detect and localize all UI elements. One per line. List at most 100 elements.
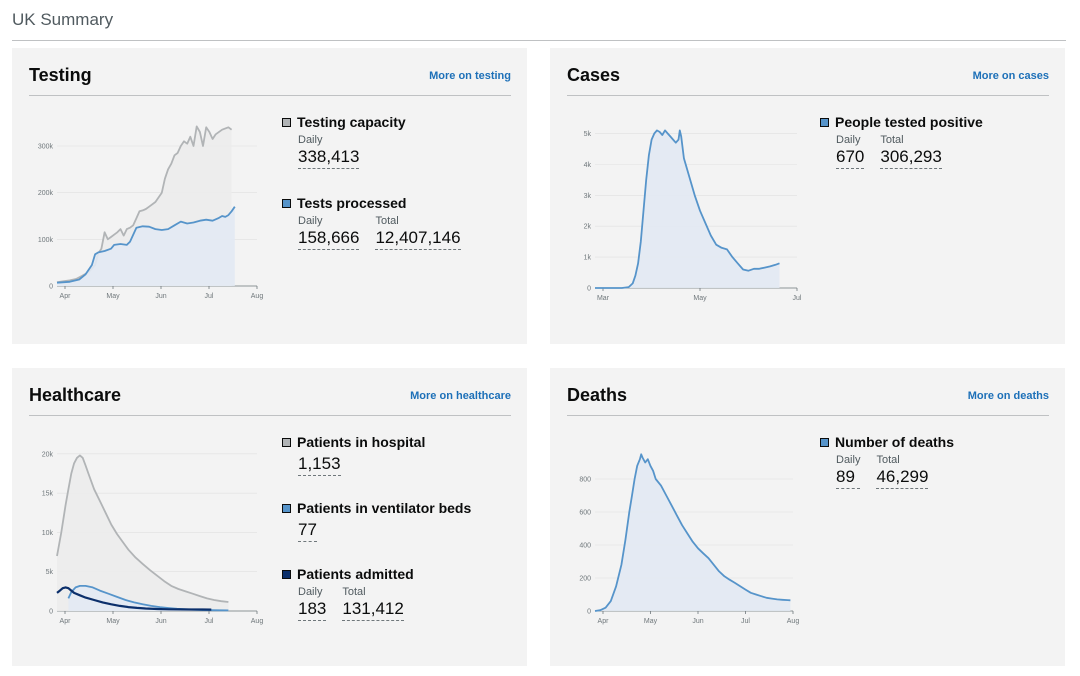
healthcare-chart: 0 5k 10k 15k 20k Apr May Jun Jul Aug	[42, 451, 264, 625]
value-label: Daily	[298, 134, 323, 146]
y-tick-label: 5k	[584, 131, 592, 138]
series-area-blue	[57, 206, 235, 286]
metric-name: Patients in ventilator beds	[297, 500, 472, 516]
y-tick-label: 3k	[584, 193, 592, 200]
x-tick-label: Aug	[787, 618, 800, 625]
value-number[interactable]: 670	[836, 147, 865, 169]
value-number[interactable]: 338,413	[298, 147, 360, 169]
series-area-blue	[595, 454, 791, 611]
x-tick-label: May	[644, 618, 658, 625]
metric-testing-capacity: Testing capacity Daily 338,413	[282, 114, 406, 169]
more-on-cases-link[interactable]: More on cases	[972, 70, 1049, 82]
page-title: UK Summary	[12, 10, 114, 29]
value-label: Daily	[298, 215, 323, 227]
y-tick-label: 0	[587, 286, 591, 293]
x-tick-label: Jul	[205, 618, 214, 625]
card-title: Cases	[567, 65, 621, 85]
y-tick-label: 2k	[584, 224, 592, 231]
deaths-chart: 0 200 400 600 800 Apr May Jun Jul Aug	[579, 453, 800, 625]
card-divider	[567, 415, 1049, 416]
legend-swatch-grey	[282, 437, 291, 447]
value-label: Total	[375, 215, 399, 227]
metric-name: People tested positive	[835, 114, 983, 130]
series-line-navy	[56, 586, 212, 611]
cases-card: Cases More on cases 0 1k 2k 3k 4k 5k Mar May Jul…	[550, 48, 1065, 344]
y-tick-label: 200	[579, 576, 591, 583]
metric-tests-processed: Tests processed Daily 158,666 Total 12,407…	[282, 195, 461, 250]
metric-name: Patients admitted	[297, 566, 414, 582]
value-number[interactable]: 158,666	[298, 228, 360, 250]
series-line-grey	[56, 125, 233, 284]
y-tick-label: 20k	[42, 451, 54, 458]
value-number[interactable]: 306,293	[880, 147, 942, 169]
value-number[interactable]: 12,407,146	[375, 228, 461, 250]
series-line-blue	[594, 453, 791, 612]
y-tick-label: 300k	[38, 144, 54, 151]
metric-name: Testing capacity	[297, 114, 406, 130]
y-tick-label: 200k	[38, 190, 54, 197]
card-divider	[567, 95, 1049, 96]
value-number[interactable]: 131,412	[342, 599, 404, 621]
x-tick-label: Jul	[793, 295, 802, 302]
card-divider	[29, 95, 511, 96]
x-tick-label: Jun	[155, 293, 166, 300]
deaths-card: Deaths More on deaths 0 200 400 600 800 Apr Ma…	[550, 368, 1065, 666]
x-tick-label: Apr	[598, 618, 610, 625]
value-label: Daily	[836, 134, 861, 146]
x-tick-label: Apr	[60, 293, 72, 300]
healthcare-card: Healthcare More on healthcare 0 5k 10k 15k 2…	[12, 368, 527, 666]
value-label: Total	[880, 134, 904, 146]
more-on-healthcare-link[interactable]: More on healthcare	[410, 390, 511, 402]
x-tick-label: May	[693, 295, 707, 302]
y-tick-label: 0	[49, 609, 53, 616]
series-area-grey	[57, 455, 229, 611]
value-number[interactable]: 77	[298, 520, 317, 542]
metric-patients-in-hospital: Patients in hospital 1,153	[282, 434, 425, 476]
x-tick-label: Jun	[155, 618, 166, 625]
card-title: Deaths	[567, 385, 628, 405]
card-title: Healthcare	[29, 385, 122, 405]
series-line-grey	[56, 454, 229, 603]
y-tick-label: 4k	[584, 162, 592, 169]
value-number[interactable]: 1,153	[298, 454, 341, 476]
value-label: Daily	[298, 586, 323, 598]
series-line-blue	[595, 129, 780, 289]
y-tick-label: 600	[579, 510, 591, 517]
x-tick-label: Jul	[205, 293, 214, 300]
metric-patients-admitted: Patients admitted Daily 183 Total 131,412	[282, 566, 414, 621]
more-on-deaths-link[interactable]: More on deaths	[967, 390, 1049, 402]
value-label: Daily	[836, 454, 861, 466]
y-tick-label: 0	[587, 609, 591, 616]
x-tick-label: Aug	[251, 618, 264, 625]
series-area-blue	[595, 130, 780, 288]
value-number[interactable]: 46,299	[876, 467, 929, 489]
y-tick-label: 1k	[584, 255, 592, 262]
value-number[interactable]: 89	[836, 467, 861, 489]
x-tick-label: May	[106, 618, 120, 625]
metric-number-of-deaths: Number of deaths Daily 89 Total 46,299	[820, 434, 954, 489]
metric-name: Number of deaths	[835, 434, 955, 450]
cases-chart: 0 1k 2k 3k 4k 5k Mar May Jul	[584, 129, 802, 302]
x-tick-label: Jun	[692, 618, 703, 625]
card-divider	[29, 415, 511, 416]
y-tick-label: 0	[49, 284, 53, 291]
x-tick-label: Jul	[741, 618, 750, 625]
more-on-testing-link[interactable]: More on testing	[429, 70, 511, 82]
y-tick-label: 5k	[46, 569, 54, 576]
metric-name: Patients in hospital	[297, 434, 426, 450]
legend-swatch-blue	[820, 437, 829, 447]
series-line-blue	[56, 206, 236, 284]
legend-swatch-blue	[820, 117, 829, 127]
title-divider	[12, 40, 1066, 41]
x-tick-label: Mar	[597, 295, 610, 302]
legend-swatch-blue	[282, 503, 291, 513]
legend-swatch-blue	[282, 198, 291, 208]
card-title: Testing	[29, 65, 92, 85]
legend-swatch-navy	[282, 569, 291, 579]
y-tick-label: 10k	[42, 530, 54, 537]
y-tick-label: 400	[579, 543, 591, 550]
x-tick-label: Apr	[60, 618, 72, 625]
metric-patients-in-ventilator-beds: Patients in ventilator beds 77	[282, 500, 471, 542]
legend-swatch-grey	[282, 117, 291, 127]
value-number[interactable]: 183	[298, 599, 327, 621]
